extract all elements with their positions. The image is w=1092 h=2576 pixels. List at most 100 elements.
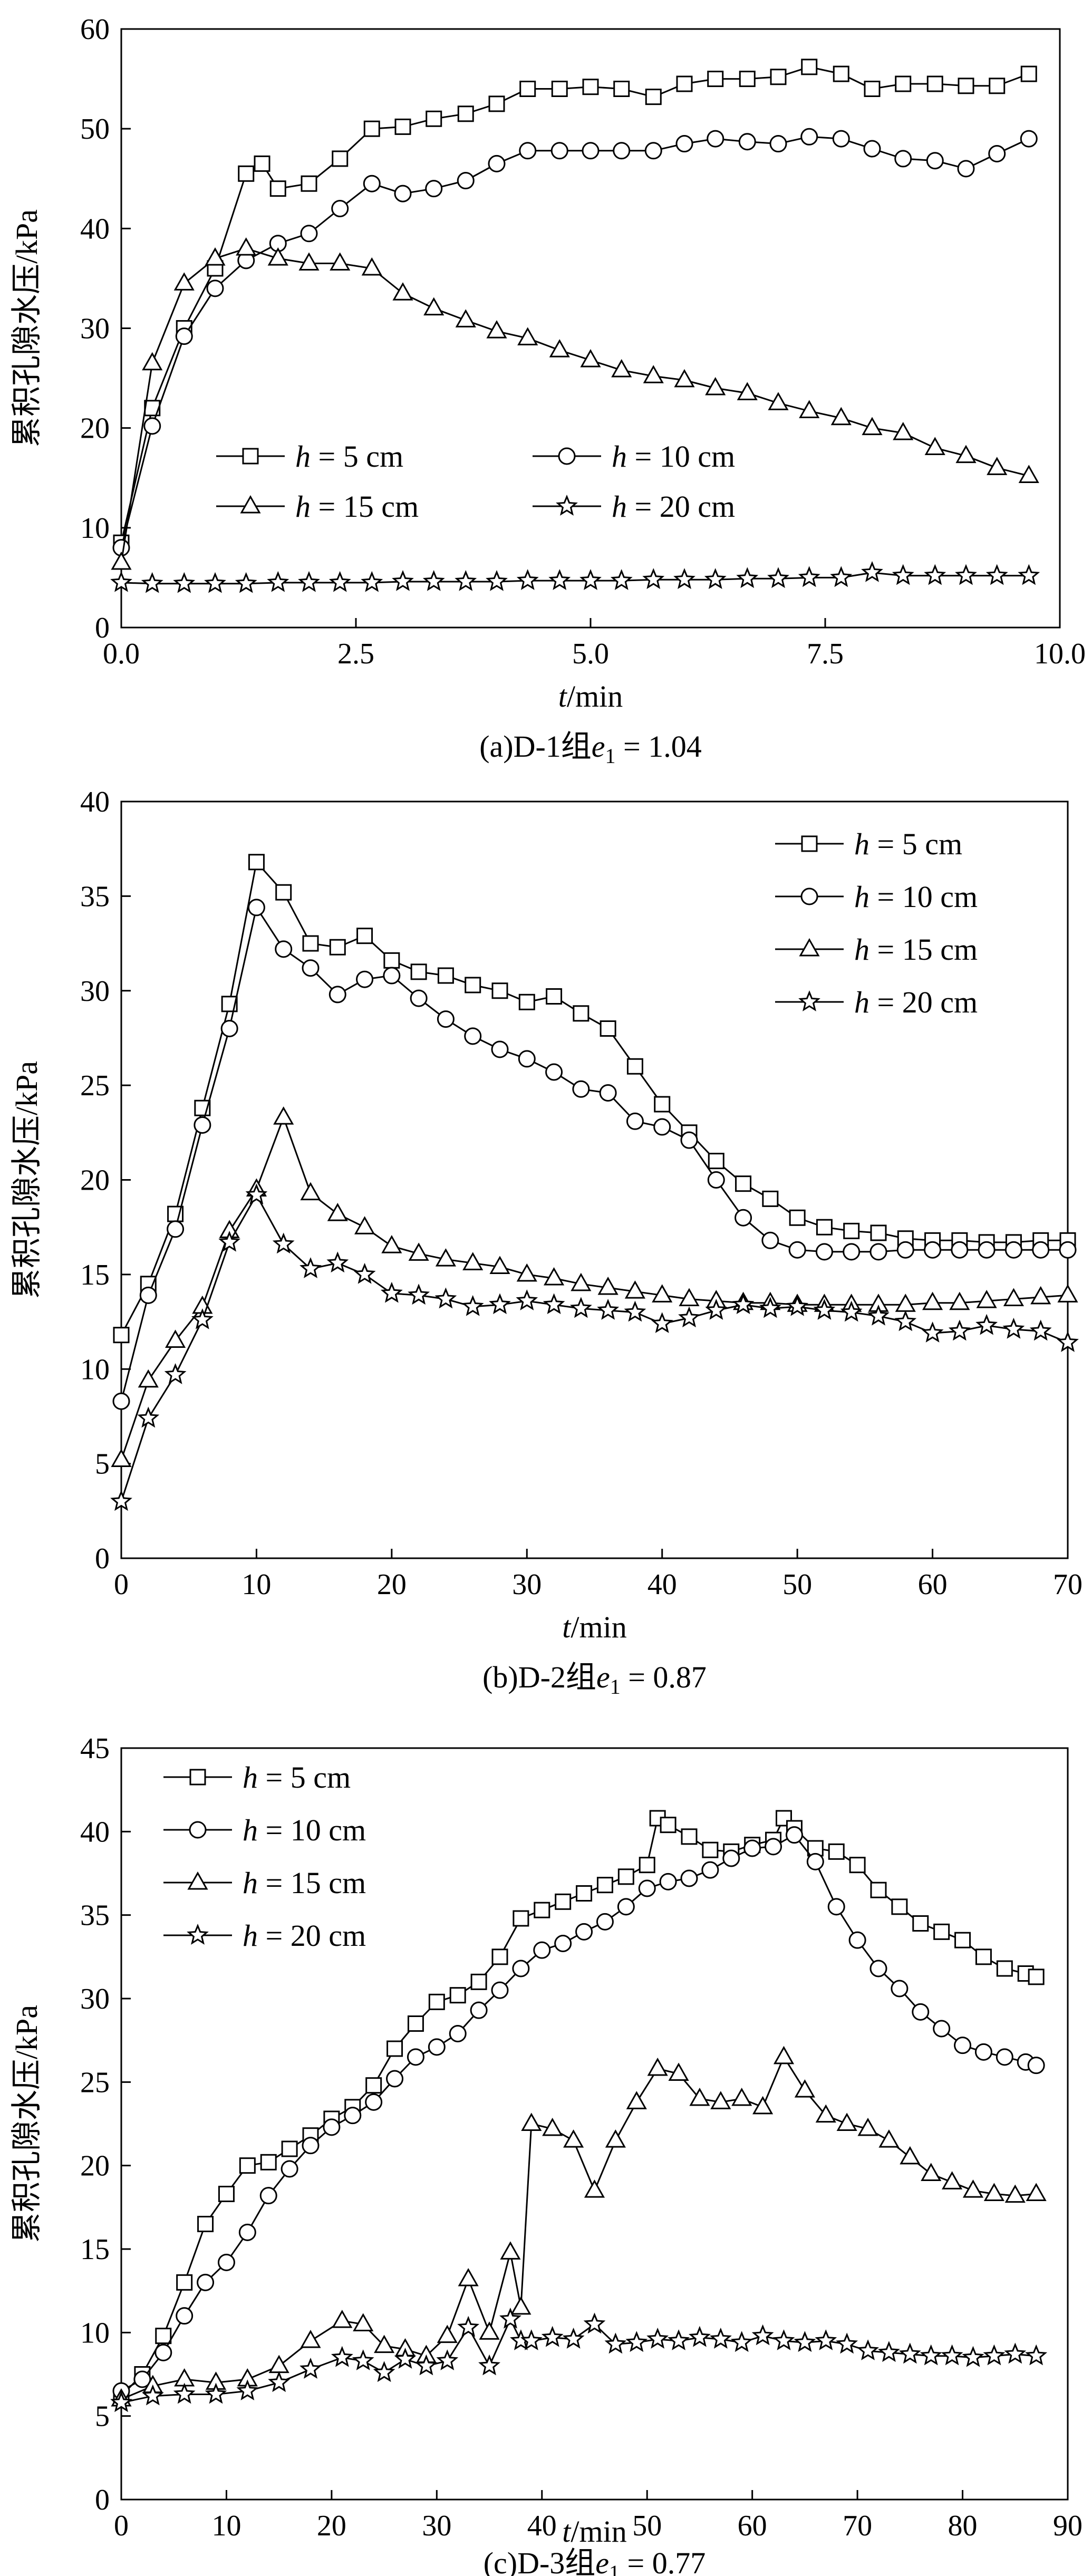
data-point [576, 1885, 593, 1902]
y-tick-label: 25 [80, 2066, 110, 2099]
data-point [410, 989, 428, 1007]
data-point [788, 1241, 806, 1259]
data-point [836, 2112, 857, 2131]
data-point [679, 1288, 700, 1307]
data-point [410, 963, 427, 980]
chart-panel-b: 0 10 20 30 40 50 60 70 0 5 10 15 20 25 30 35 40 t/min 累积孔隙… [9, 786, 1083, 1699]
data-point [356, 970, 374, 988]
data-point [489, 1256, 510, 1275]
data-point [759, 1297, 781, 1318]
data-point [545, 1063, 563, 1081]
legend-label: h = 10 cm [612, 439, 735, 474]
data-point [582, 142, 600, 160]
series-3 [111, 2046, 1047, 2407]
data-point [830, 566, 853, 587]
data-point [582, 79, 599, 95]
x-tick-label: 90 [1053, 2510, 1083, 2542]
series-line [120, 905, 1068, 1402]
legend-label: h = 5 cm [243, 1760, 351, 1794]
series-line [120, 247, 1029, 563]
legend-label: h = 15 cm [854, 932, 978, 967]
series-4 [110, 561, 1040, 593]
y-tick-label: 15 [80, 1259, 110, 1291]
data-point [600, 1020, 616, 1037]
data-point [330, 252, 351, 271]
data-point [356, 928, 373, 944]
data-point [668, 2329, 690, 2350]
series-line [121, 2055, 1037, 2400]
y-tick-label: 35 [80, 1899, 110, 1932]
data-point [491, 1040, 509, 1058]
data-point [751, 2324, 774, 2346]
data-point [534, 1902, 550, 1918]
x-tick-label: 10 [241, 1568, 271, 1601]
data-point [363, 120, 380, 137]
y-tick-label: 10 [80, 512, 110, 545]
data-point [541, 2326, 564, 2347]
series-4 [110, 1183, 1079, 1511]
data-point [173, 2382, 196, 2404]
data-point [374, 2334, 395, 2353]
data-point [921, 2163, 942, 2181]
data-point [626, 1112, 644, 1130]
data-point [738, 133, 756, 151]
legend-marker [801, 835, 818, 852]
data-point [639, 1857, 655, 1874]
data-point [386, 2070, 404, 2088]
data-point [543, 1293, 565, 1314]
data-point [254, 155, 270, 172]
y-tick-label: 10 [80, 1353, 110, 1386]
data-point [173, 272, 195, 291]
data-point [659, 1873, 677, 1890]
data-point [298, 571, 320, 592]
data-point [302, 959, 320, 977]
data-point [785, 1826, 803, 1844]
data-point [962, 2346, 984, 2367]
data-point [975, 1948, 992, 1965]
data-point [794, 2331, 816, 2352]
legend: h = 5 cm h = 10 cm h = 15 cm h = 20 cm [775, 827, 978, 1019]
data-point [259, 2187, 277, 2205]
data-point [848, 1931, 866, 1949]
data-point [331, 2346, 353, 2367]
series-line [120, 66, 1029, 543]
data-point [869, 1243, 887, 1261]
data-point [165, 1329, 186, 1348]
data-point [894, 1310, 917, 1332]
data-point [702, 1841, 719, 1858]
data-point [1018, 465, 1039, 483]
y-tick-label: 40 [80, 213, 110, 245]
legend-marker [187, 1871, 208, 1890]
data-point [555, 1893, 572, 1910]
y-axis-title: 累积孔隙水压/kPa [9, 209, 44, 447]
y-tick-label: 20 [80, 412, 110, 445]
data-point [299, 1257, 322, 1278]
data-point [770, 69, 787, 85]
y-tick-label: 50 [80, 113, 110, 146]
data-point [462, 1252, 484, 1270]
y-tick-label: 0 [95, 2484, 110, 2516]
data-point [830, 407, 852, 426]
data-point [491, 1981, 509, 1999]
y-tick-label: 15 [80, 2233, 110, 2266]
data-point [660, 1817, 677, 1834]
data-point [298, 252, 320, 271]
data-point [895, 1294, 916, 1312]
data-point [499, 2308, 521, 2329]
data-point [408, 1284, 430, 1305]
legend-label: h = 5 cm [854, 827, 962, 861]
legend-marker [558, 447, 576, 465]
data-point [329, 939, 346, 956]
data-point [710, 2091, 731, 2109]
data-point [869, 1960, 887, 1977]
data-point [455, 309, 476, 327]
x-tick-label: 30 [422, 2510, 451, 2542]
x-tick-label: 10.0 [1034, 638, 1086, 670]
data-point [689, 2326, 711, 2347]
data-point [328, 986, 346, 1004]
data-point [164, 1363, 187, 1384]
x-tick-label: 50 [782, 1568, 812, 1601]
legend-label: h = 15 cm [295, 489, 419, 524]
data-point [205, 2382, 227, 2404]
data-point [110, 1490, 132, 1511]
